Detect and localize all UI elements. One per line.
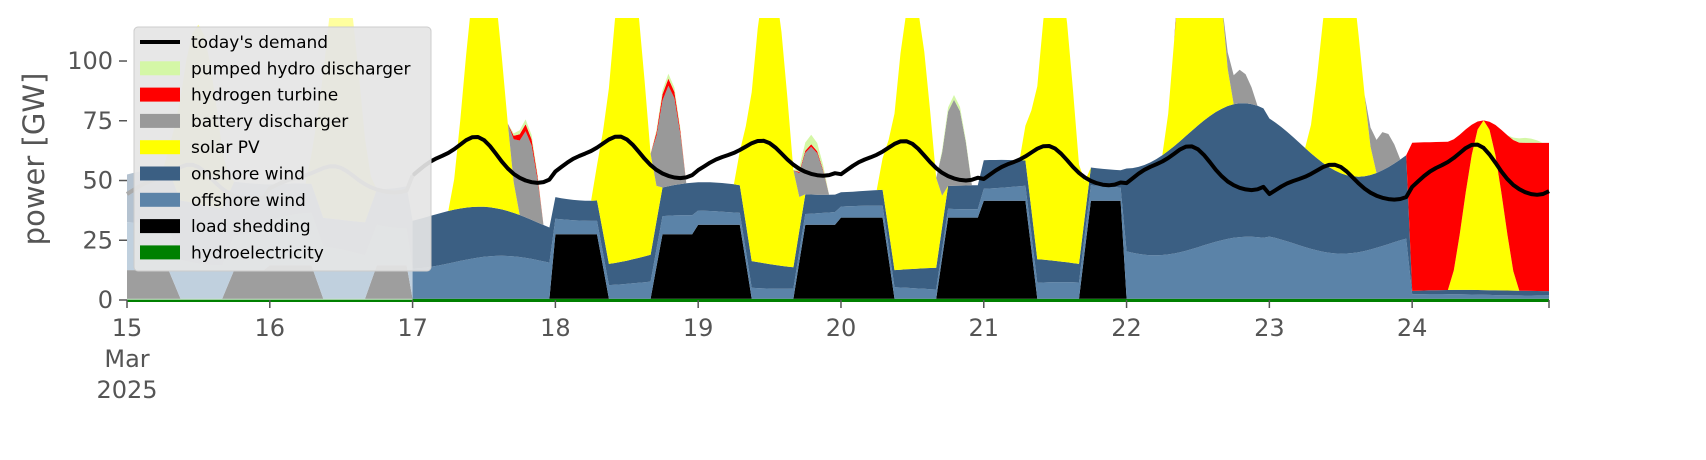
legend: today's demand pumped hydro discharger hyd… [133,26,432,272]
legend-label: hydroelectricity [191,243,324,263]
y-tick-label: 100 [67,47,113,75]
y-axis-label: power [GW] [17,73,51,246]
area-onshore-wind [127,103,1549,296]
x-tick-label: 18 [540,314,571,342]
legend-label: pumped hydro discharger [191,59,410,79]
y-axis: 0 25 50 75 100 [67,47,127,314]
legend-swatch [140,140,180,155]
legend-swatch [140,219,180,234]
legend-swatch [140,245,180,260]
legend-label: load shedding [191,217,311,237]
legend-swatch [140,166,180,181]
series-line-todays-demand [411,134,1550,202]
y-tick-label: 75 [82,107,113,135]
y-tick-label: 0 [98,286,113,314]
x-tick-label: 21 [968,314,999,342]
x-tick-label: 23 [1254,314,1285,342]
legend-swatch [140,192,180,207]
x-tick-label: 2025 [96,376,157,404]
legend-label: onshore wind [191,165,305,185]
area-hydroelectricity [127,298,1549,300]
legend-label: solar PV [191,138,260,158]
x-tick-label: 15 [112,314,143,342]
legend-box [133,26,432,272]
x-tick-label: 19 [683,314,714,342]
stacked-areas [127,18,1549,300]
legend-label: offshore wind [191,191,306,211]
legend-label: today's demand [191,33,328,53]
x-tick-label: 22 [1111,314,1142,342]
x-tick-label: 17 [397,314,428,342]
x-tick-label: Mar [104,345,149,373]
x-tick-label: 20 [826,314,857,342]
legend-swatch [140,113,180,128]
x-tick-label: 24 [1397,314,1428,342]
legend-swatch [140,87,180,102]
legend-label: battery discharger [191,112,348,132]
area-load-shedding [127,200,1549,299]
area-solar-pv [127,18,1549,292]
area-offshore-wind [127,185,1549,299]
legend-label: hydrogen turbine [191,86,338,106]
y-tick-label: 25 [82,226,113,254]
x-axis: 15 Mar 2025 16 17 18 19 20 21 22 23 24 [96,300,1550,404]
legend-swatch [140,61,180,76]
y-tick-label: 50 [82,167,113,195]
x-tick-label: 16 [255,314,286,342]
